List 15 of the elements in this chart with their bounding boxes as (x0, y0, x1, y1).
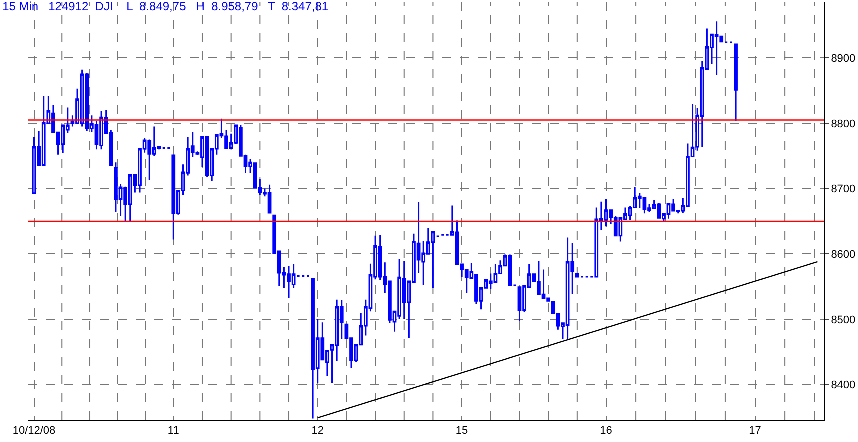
candlestick (734, 44, 738, 122)
x-tick-label: 11 (168, 425, 180, 438)
y-tick-label: 8900 (831, 53, 856, 66)
y-tick-label: 8800 (831, 118, 856, 130)
x-tick-label: 16 (600, 425, 612, 438)
y-tick-label: 8400 (831, 380, 856, 392)
y-tick-label: 8700 (831, 184, 856, 196)
y-tick-label: 8500 (831, 314, 856, 326)
y-tick-label: 8600 (831, 248, 856, 261)
x-tick-label: 10/12/08 (12, 425, 56, 438)
x-tick-label: 12 (312, 425, 324, 438)
candlestick (575, 272, 580, 278)
chart-title: 15 Min 124912 DJI L 8.849,75 H 8.958,79 T 8.347,81 (2, 0, 329, 14)
x-tick-label: 17 (749, 425, 762, 438)
x-tick-label: 15 (456, 425, 468, 438)
